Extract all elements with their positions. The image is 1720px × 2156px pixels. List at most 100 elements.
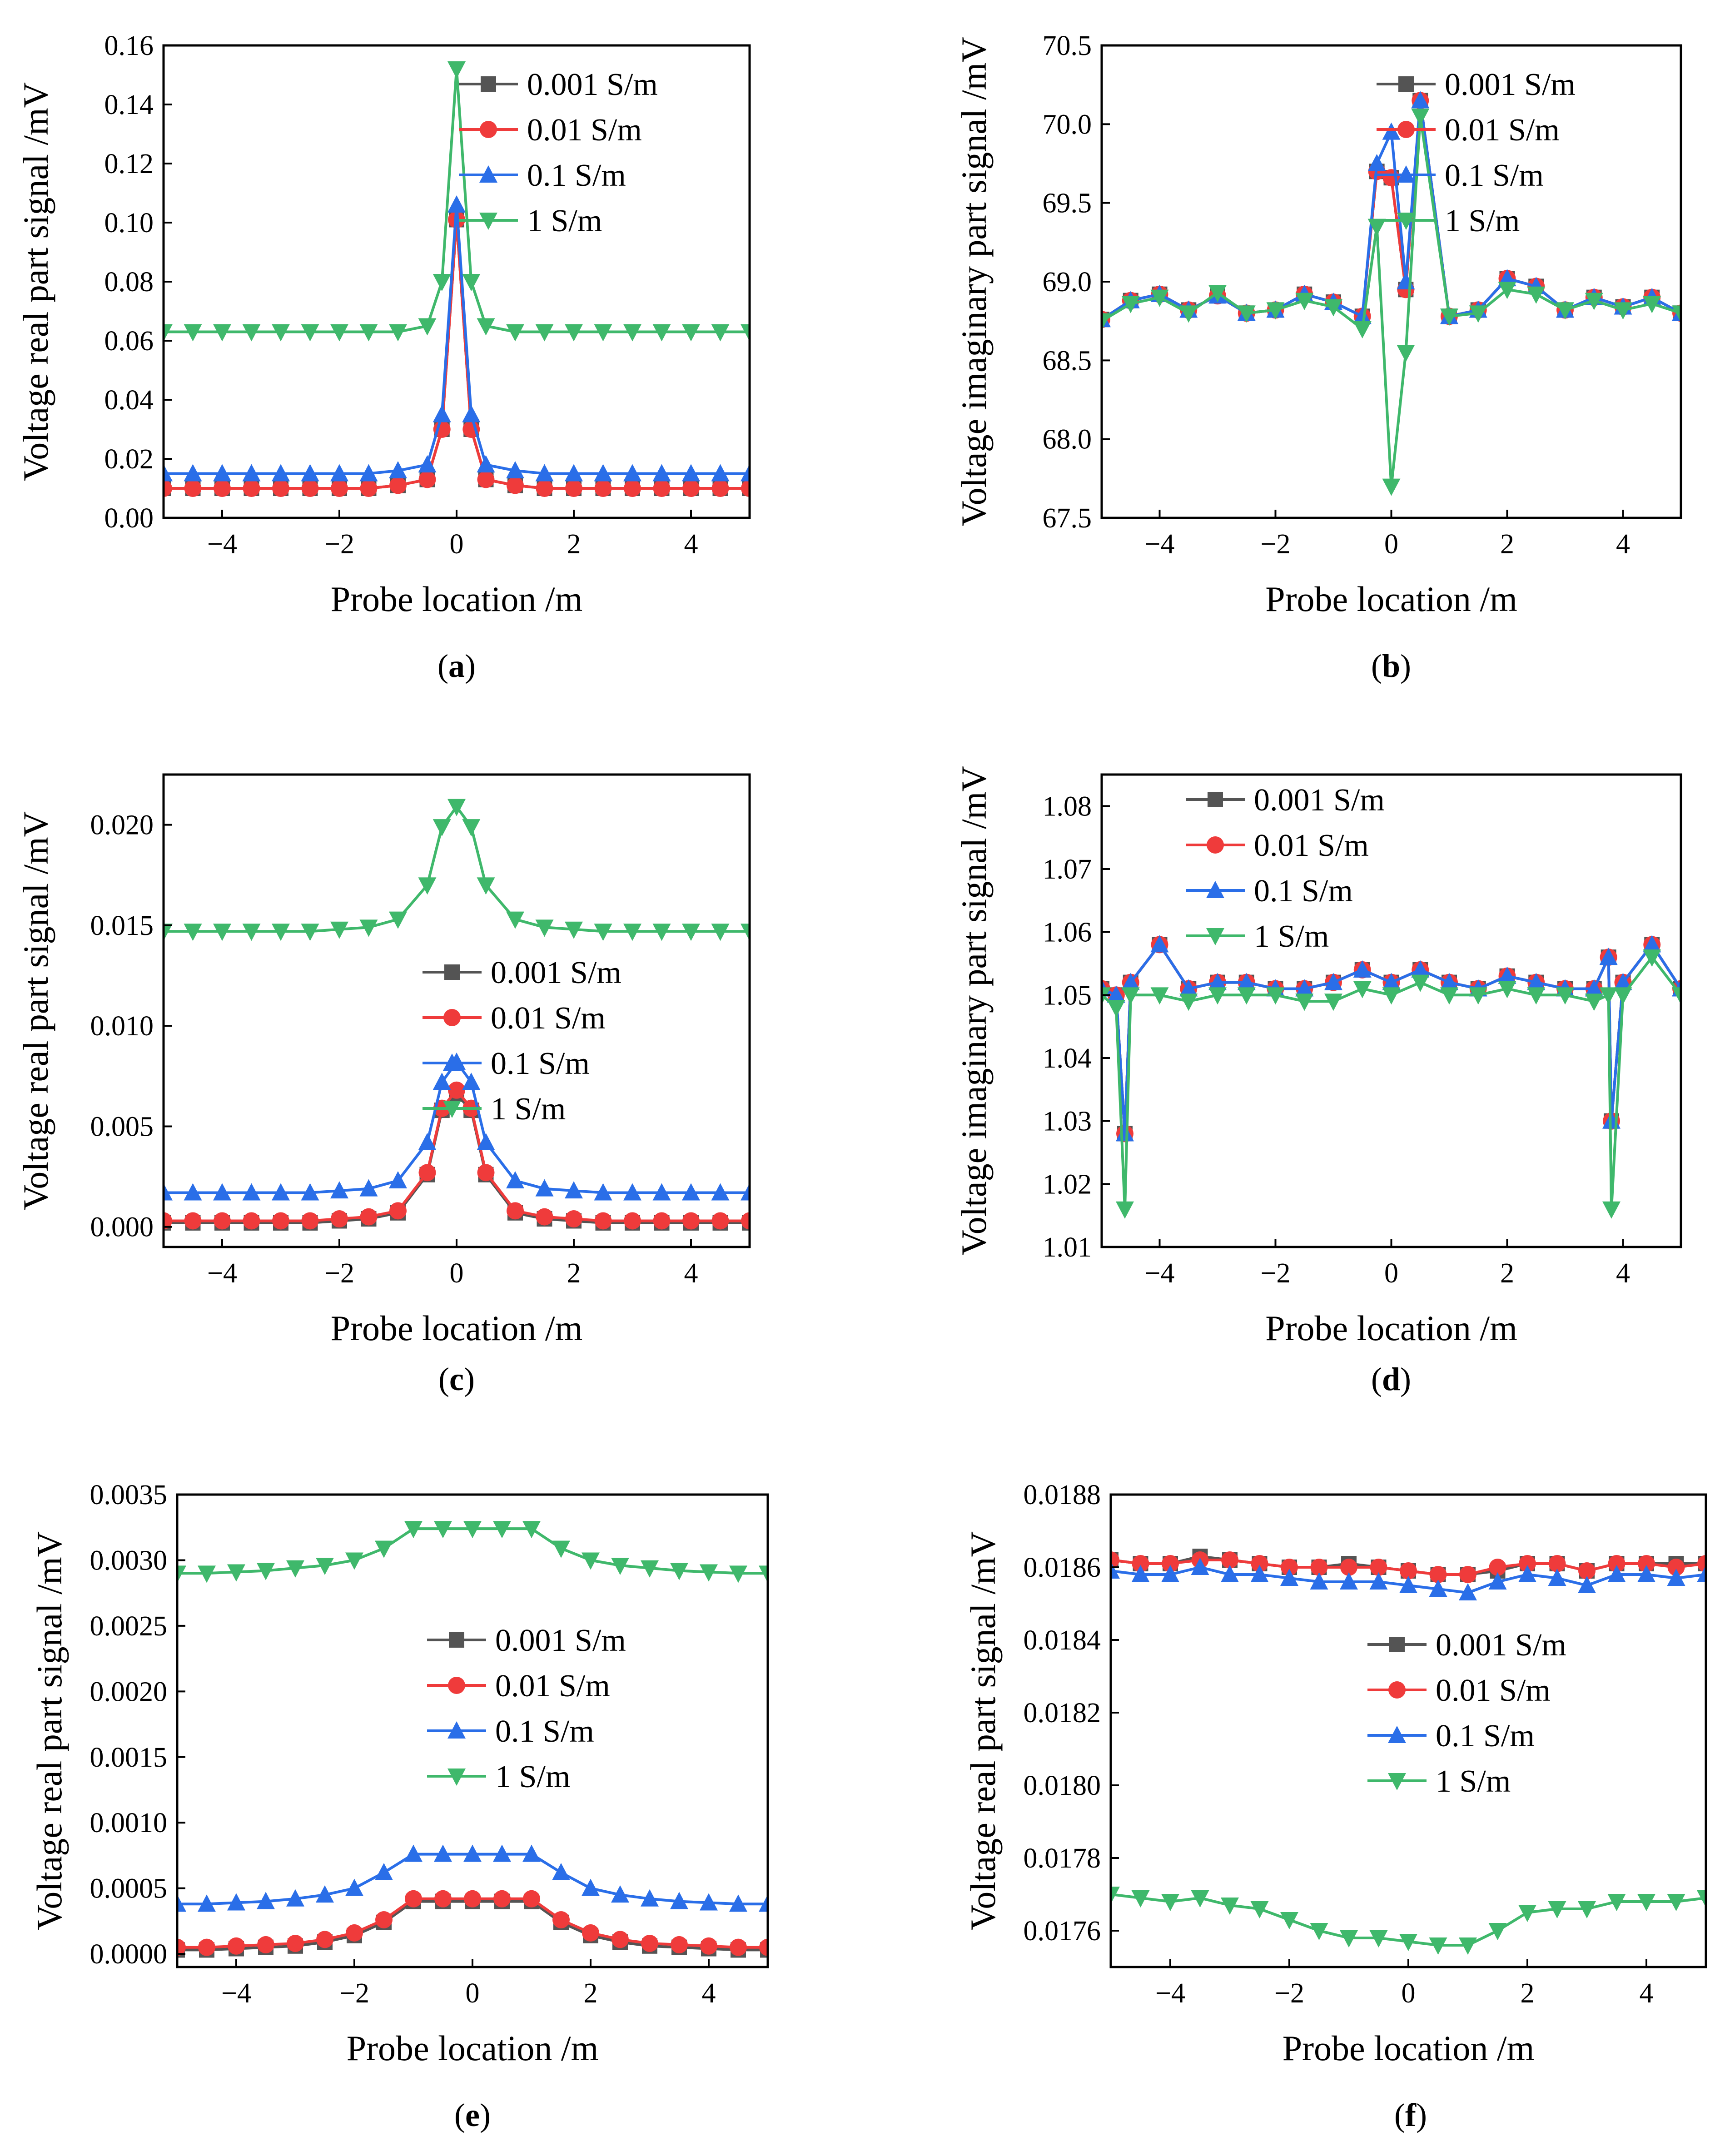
data-point (213, 924, 231, 941)
legend-marker (1398, 76, 1414, 92)
x-tick-label: −4 (1155, 1978, 1185, 2009)
legend-marker (447, 1769, 466, 1786)
data-point (1667, 1569, 1685, 1586)
data-point (1429, 1566, 1447, 1583)
data-point (301, 464, 319, 482)
data-point (682, 464, 700, 482)
legend: 0.001 S/m 0.01 S/m 0.1 S/m 1 S/m (1186, 783, 1385, 954)
data-point (257, 1936, 274, 1953)
data-point (177, 1894, 186, 1912)
data-point (700, 1937, 717, 1955)
data-point (227, 1564, 245, 1582)
data-point (184, 324, 202, 342)
data-point (184, 464, 202, 482)
data-point (1150, 935, 1169, 953)
legend-marker (448, 1677, 465, 1694)
x-tick-label: 0 (466, 1978, 480, 2009)
legend-marker (1389, 1637, 1405, 1652)
y-axis-title: Voltage real part signal /mV (16, 811, 55, 1210)
data-point (1527, 987, 1546, 1005)
y-tick-label: 0.000 (90, 1212, 154, 1243)
y-tick-label: 1.05 (1043, 980, 1092, 1011)
data-point (346, 1924, 363, 1942)
data-point (565, 921, 583, 939)
caption-open: ( (438, 1361, 449, 1397)
data-point (1638, 1555, 1655, 1572)
data-point (198, 1938, 215, 1956)
data-point (389, 477, 407, 494)
data-point (1179, 979, 1198, 997)
data-point (1340, 1930, 1358, 1947)
data-point (301, 1183, 319, 1201)
x-axis-title: Probe location /m (1283, 2028, 1535, 2068)
data-point (359, 1179, 378, 1197)
legend-marker (443, 1009, 461, 1026)
data-point (359, 324, 378, 342)
data-point (375, 1863, 393, 1880)
data-point (1324, 994, 1342, 1011)
legend-label: 1 S/m (1436, 1764, 1511, 1799)
y-tick-label: 0.020 (90, 810, 154, 841)
y-tick-label: 0.10 (104, 208, 154, 238)
data-point (523, 1890, 540, 1908)
data-point (404, 1844, 423, 1862)
data-point (432, 1073, 451, 1090)
data-point (257, 1892, 275, 1909)
data-point (565, 480, 582, 497)
data-point (301, 1212, 319, 1230)
data-point (700, 1893, 718, 1911)
data-point (464, 1890, 481, 1908)
data-point (594, 480, 612, 497)
data-point (389, 1171, 407, 1188)
data-point (552, 1540, 570, 1558)
legend-marker (449, 1632, 464, 1648)
series-0-1-s-m (1111, 1558, 1706, 1600)
y-tick-label: 70.0 (1043, 109, 1092, 140)
data-point (1672, 305, 1681, 323)
legend-label: 0.001 S/m (1254, 783, 1385, 818)
data-point (1162, 1555, 1179, 1572)
data-point (611, 1885, 629, 1903)
data-point (1667, 1559, 1685, 1576)
data-point (462, 405, 481, 422)
data-point (624, 480, 641, 497)
data-point (331, 1210, 348, 1228)
data-point (1237, 305, 1256, 323)
legend-label: 1 S/m (491, 1092, 566, 1127)
data-point (506, 1171, 524, 1188)
data-point (272, 1212, 289, 1230)
data-point (242, 924, 261, 941)
y-tick-label: 0.0188 (1024, 1480, 1101, 1510)
data-point (1369, 1572, 1388, 1590)
legend-label: 0.001 S/m (527, 67, 658, 102)
data-point (1411, 91, 1430, 109)
caption-close: ) (1416, 2097, 1427, 2133)
caption-letter: a (448, 648, 465, 684)
caption-close: ) (480, 2097, 491, 2133)
data-point (1353, 307, 1372, 324)
y-tick-label: 0.08 (104, 267, 154, 298)
data-point (652, 464, 671, 482)
data-point (1440, 308, 1458, 326)
legend-marker (443, 1053, 461, 1071)
data-point (1643, 935, 1661, 953)
data-point (1310, 1559, 1328, 1576)
data-point (1250, 1901, 1269, 1918)
data-point (184, 924, 202, 941)
data-point (671, 1936, 688, 1953)
data-point (535, 464, 554, 482)
legend-marker (1388, 1681, 1406, 1699)
data-point (682, 1183, 700, 1201)
data-point (1382, 973, 1401, 990)
data-point (418, 471, 436, 488)
data-point (682, 324, 700, 342)
data-point (360, 1208, 378, 1226)
y-tick-label: 0.0182 (1024, 1698, 1101, 1729)
data-point (700, 1564, 718, 1582)
data-point (184, 1212, 202, 1230)
data-point (507, 1202, 524, 1220)
y-tick-label: 69.5 (1043, 188, 1092, 219)
data-point (711, 324, 730, 342)
data-point (434, 1890, 452, 1908)
data-point (316, 1558, 334, 1575)
